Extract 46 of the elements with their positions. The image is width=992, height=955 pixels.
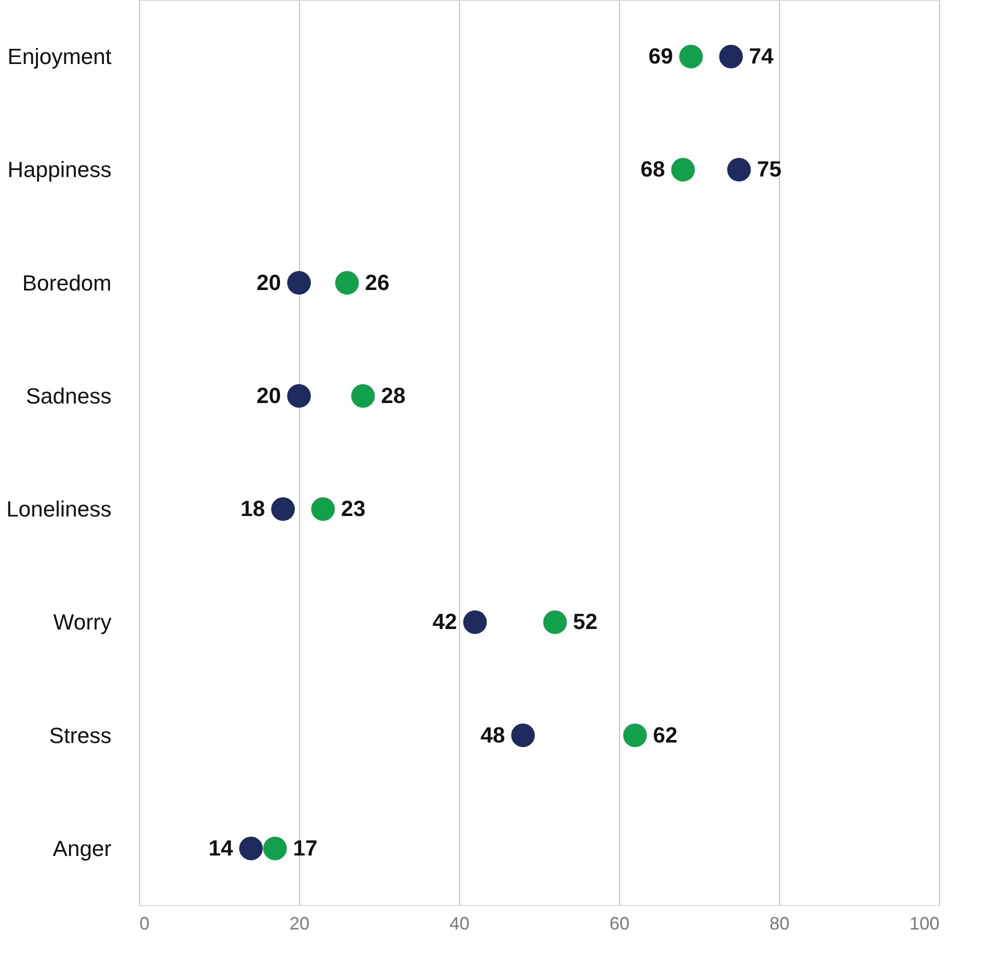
y-tick-label: Sadness [26,383,112,408]
data-label: 14 [208,835,234,860]
data-label: 62 [653,722,678,748]
data-label: 75 [757,156,782,182]
data-label: 26 [365,270,390,295]
x-tick-label: 60 [609,914,630,934]
y-tick-label: Happiness [8,157,112,182]
point [263,836,287,860]
data-label: 23 [341,496,366,522]
y-tick-label: Anger [52,836,112,861]
point [719,44,743,68]
data-label: 20 [256,270,281,295]
x-tick-label: 20 [289,914,310,934]
y-tick-label: Loneliness [6,496,112,522]
point [271,497,295,521]
data-label: 48 [480,722,505,748]
point [679,44,703,68]
data-label: 17 [293,835,318,860]
point [287,271,311,295]
y-tick-label: Worry [53,610,112,635]
x-tick-label: 100 [909,914,940,934]
y-tick-label: Stress [49,722,112,748]
y-tick-label: Boredom [22,270,112,296]
point [671,158,695,182]
point [287,384,311,408]
data-label: 69 [648,44,673,69]
data-label: 18 [240,496,265,522]
x-tick-label: 0 [140,914,150,934]
data-label: 74 [749,44,774,69]
point [311,497,335,521]
y-tick-label: Enjoyment [8,44,112,70]
data-label: 52 [573,609,598,634]
point [463,610,487,634]
data-label: 28 [381,382,406,408]
point [623,724,647,748]
point [727,158,751,182]
point [335,271,359,295]
x-tick-label: 40 [449,914,470,934]
data-label: 68 [640,156,665,182]
data-label: 20 [256,382,281,408]
point [543,610,567,634]
point [239,836,263,860]
x-tick-label: 80 [769,914,790,934]
data-label: 42 [432,609,457,634]
point [351,384,375,408]
point [511,724,535,748]
